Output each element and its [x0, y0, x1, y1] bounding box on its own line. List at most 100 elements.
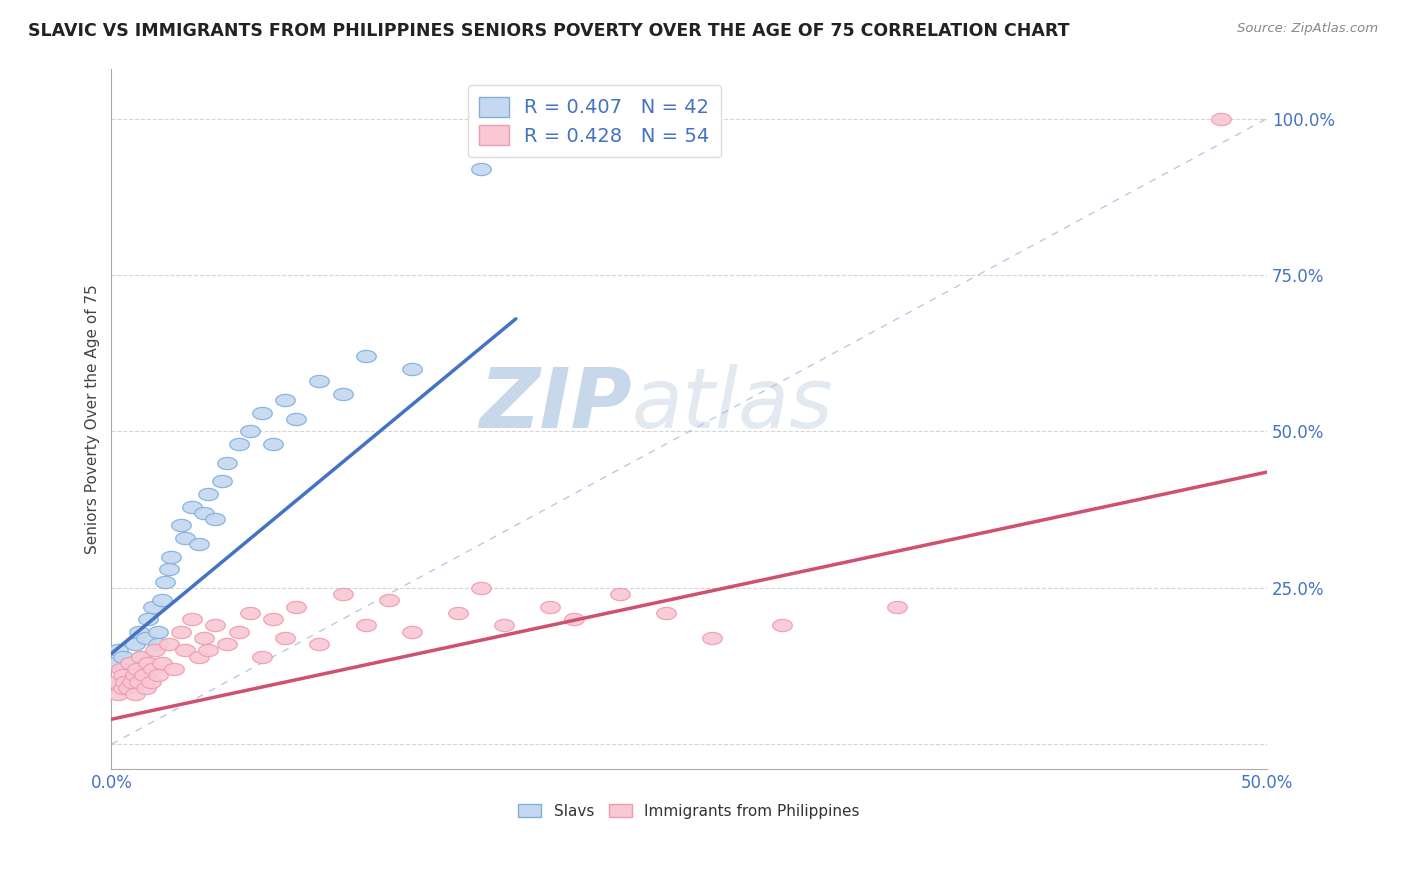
Point — [128, 674, 150, 689]
Point — [886, 599, 908, 614]
Point — [377, 593, 399, 607]
Y-axis label: Seniors Poverty Over the Age of 75: Seniors Poverty Over the Age of 75 — [86, 284, 100, 554]
Point — [110, 662, 132, 676]
Point — [135, 656, 157, 670]
Point — [135, 631, 157, 645]
Point — [274, 631, 297, 645]
Point — [111, 681, 134, 695]
Point — [228, 624, 250, 639]
Point — [105, 674, 128, 689]
Point — [540, 599, 562, 614]
Point — [211, 475, 233, 489]
Point — [401, 624, 423, 639]
Point — [118, 656, 141, 670]
Point — [117, 681, 139, 695]
Point — [262, 612, 284, 626]
Point — [170, 624, 193, 639]
Point — [170, 518, 193, 533]
Point — [197, 487, 219, 501]
Point — [702, 631, 724, 645]
Point — [114, 662, 136, 676]
Point — [139, 674, 162, 689]
Point — [655, 606, 678, 620]
Point — [131, 649, 153, 664]
Point — [146, 637, 169, 651]
Point — [146, 624, 169, 639]
Point — [121, 674, 143, 689]
Legend: Slavs, Immigrants from Philippines: Slavs, Immigrants from Philippines — [512, 797, 866, 825]
Point — [160, 549, 183, 564]
Point — [250, 406, 273, 420]
Point — [494, 618, 516, 632]
Point — [770, 618, 793, 632]
Point — [128, 624, 150, 639]
Point — [124, 668, 146, 682]
Point — [1209, 112, 1232, 126]
Point — [135, 681, 157, 695]
Point — [308, 637, 330, 651]
Point — [562, 612, 585, 626]
Point — [132, 668, 155, 682]
Point — [354, 618, 377, 632]
Point — [150, 593, 173, 607]
Point — [447, 606, 470, 620]
Text: Source: ZipAtlas.com: Source: ZipAtlas.com — [1237, 22, 1378, 36]
Point — [157, 637, 180, 651]
Point — [107, 687, 129, 701]
Point — [124, 668, 146, 682]
Point — [150, 656, 173, 670]
Point — [131, 649, 153, 664]
Point — [193, 631, 215, 645]
Point — [204, 512, 226, 526]
Point — [142, 599, 165, 614]
Point — [118, 656, 141, 670]
Point — [285, 412, 308, 426]
Point — [138, 612, 160, 626]
Point — [143, 643, 166, 657]
Point — [188, 537, 211, 551]
Point — [105, 656, 128, 670]
Text: atlas: atlas — [631, 365, 832, 445]
Point — [239, 425, 262, 439]
Point — [110, 674, 132, 689]
Point — [125, 662, 148, 676]
Point — [174, 531, 197, 545]
Point — [124, 687, 146, 701]
Point — [107, 643, 129, 657]
Point — [111, 649, 134, 664]
Text: SLAVIC VS IMMIGRANTS FROM PHILIPPINES SENIORS POVERTY OVER THE AGE OF 75 CORRELA: SLAVIC VS IMMIGRANTS FROM PHILIPPINES SE… — [28, 22, 1070, 40]
Point — [215, 456, 238, 470]
Point — [239, 606, 262, 620]
Point — [470, 581, 492, 595]
Point — [250, 649, 273, 664]
Point — [274, 393, 297, 408]
Point — [215, 637, 238, 651]
Point — [193, 506, 215, 520]
Point — [142, 662, 165, 676]
Point — [470, 161, 492, 176]
Point — [332, 387, 354, 401]
Point — [308, 375, 330, 389]
Point — [124, 637, 146, 651]
Point — [262, 437, 284, 451]
Point — [401, 362, 423, 376]
Point — [163, 662, 186, 676]
Point — [609, 587, 631, 601]
Point — [197, 643, 219, 657]
Point — [181, 612, 204, 626]
Point — [146, 668, 169, 682]
Point — [117, 668, 139, 682]
Point — [114, 674, 136, 689]
Point — [204, 618, 226, 632]
Point — [228, 437, 250, 451]
Text: ZIP: ZIP — [479, 365, 631, 445]
Point — [138, 656, 160, 670]
Point — [121, 662, 143, 676]
Point — [332, 587, 354, 601]
Point — [157, 562, 180, 576]
Point — [153, 574, 176, 589]
Point — [174, 643, 197, 657]
Point — [354, 349, 377, 363]
Point — [285, 599, 308, 614]
Point — [188, 649, 211, 664]
